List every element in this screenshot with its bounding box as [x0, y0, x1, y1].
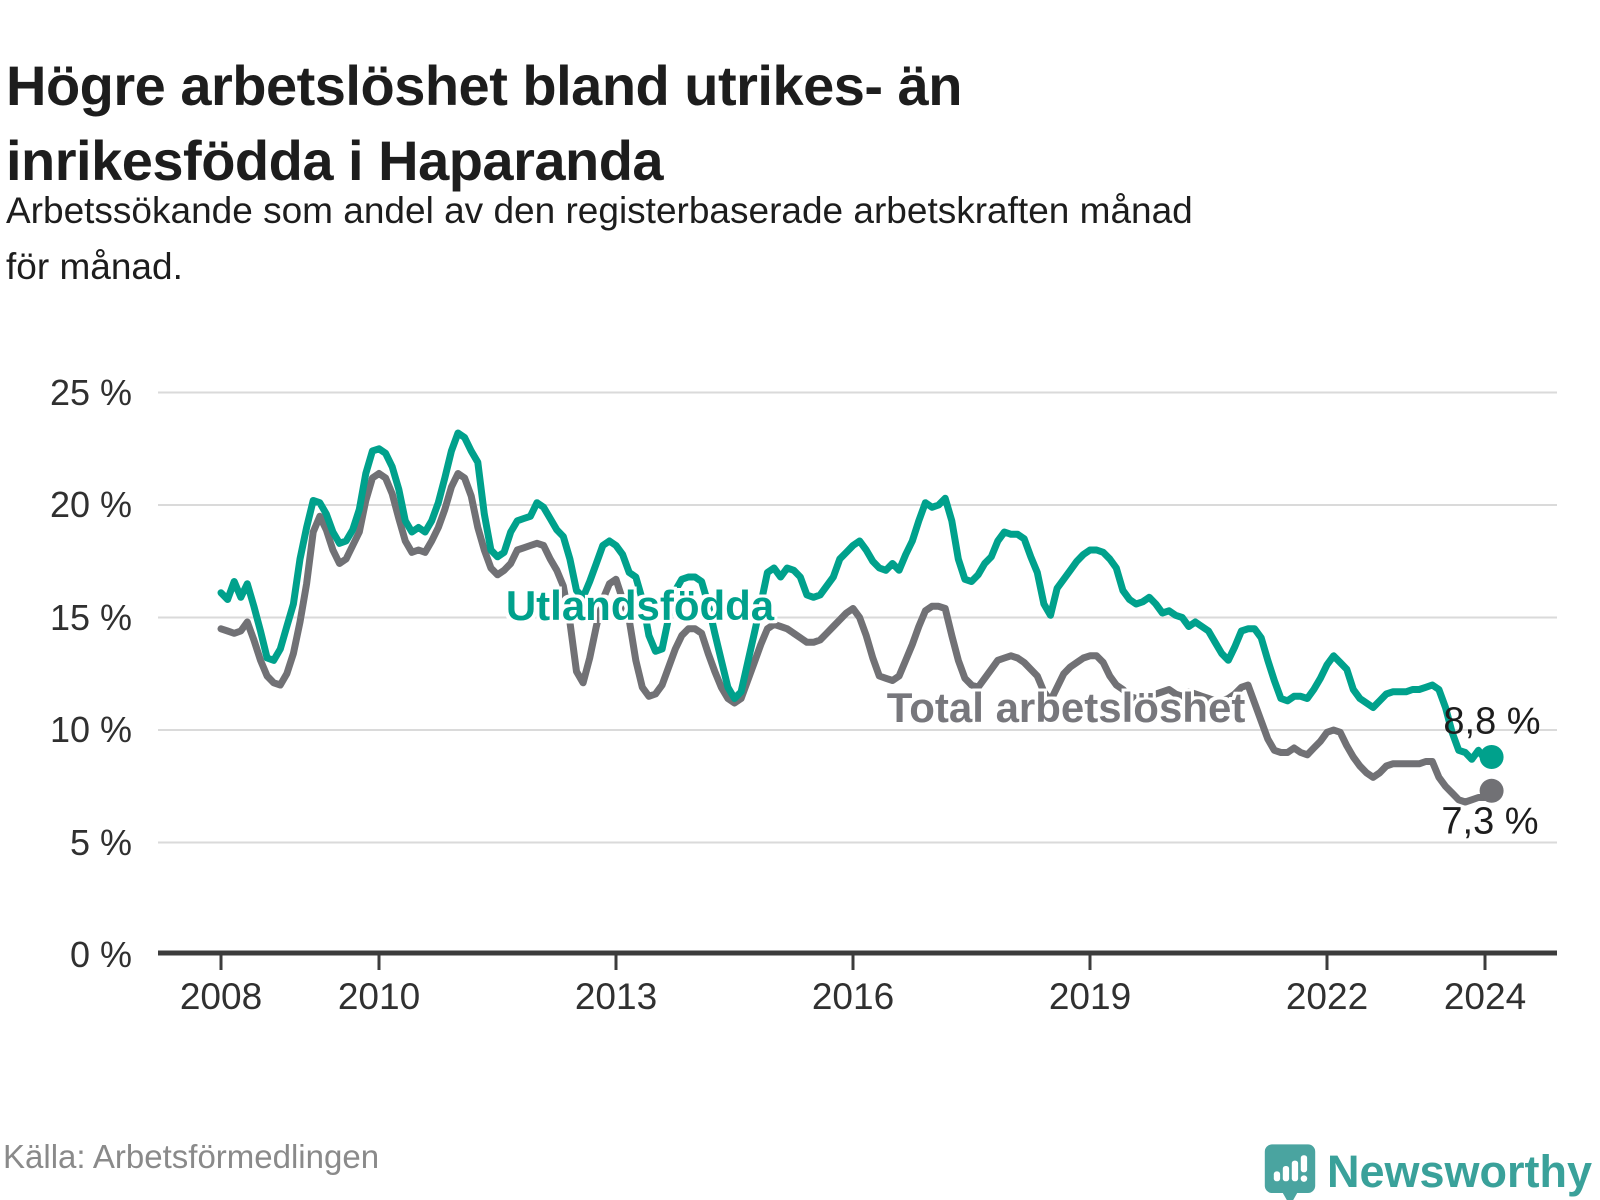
end-value-label-utlandsfodda: 8,8 %: [1443, 700, 1541, 743]
y-axis-tick-label: 25 %: [49, 371, 132, 413]
y-axis-tick-label: 5 %: [69, 821, 132, 863]
chart-title-line2: inrikesfödda i Haparanda: [6, 128, 664, 192]
x-axis-tick-label: 2019: [1048, 976, 1132, 1017]
series-label-total-arbetsloshet: Total arbetslöshet: [886, 684, 1246, 731]
end-value-label-total: 7,3 %: [1441, 800, 1539, 843]
series-line-total-arbetsl-shet: [217, 470, 1496, 806]
x-axis-tick-label: 2013: [574, 976, 658, 1017]
series-end-dot: [1479, 778, 1504, 803]
chart-subtitle: Arbetssökande som andel av den registerb…: [6, 183, 1193, 295]
chart-title: Högre arbetslöshet bland utrikes- än inri…: [6, 48, 962, 198]
y-axis-tick-label: 10 %: [49, 709, 132, 750]
x-axis-tick-label: 2010: [337, 976, 421, 1017]
chart-subtitle-line2: för månad.: [6, 246, 183, 287]
newsworthy-logo: Newsworthy: [1263, 1142, 1592, 1200]
series-end-dot: [1479, 745, 1504, 769]
source-note: Källa: Arbetsförmedlingen: [3, 1138, 380, 1175]
x-axis-tick-label: 2008: [179, 976, 263, 1017]
y-axis-tick-label: 20 %: [49, 484, 132, 525]
y-axis-tick-label: 15 %: [49, 596, 132, 638]
x-axis-tick-label: 2016: [811, 976, 895, 1017]
series-label-utlandsfodda: Utlandsfödda: [505, 582, 775, 629]
chart-subtitle-line1: Arbetssökande som andel av den registerb…: [6, 190, 1193, 231]
y-axis-tick-label: 0 %: [69, 934, 132, 975]
series-line-utlandsf-dda: [217, 429, 1496, 763]
x-axis-tick-label: 2022: [1285, 976, 1369, 1017]
x-axis-tick-label: 2024: [1443, 976, 1527, 1017]
chart-title-line1: Högre arbetslöshet bland utrikes- än: [6, 53, 962, 117]
newsworthy-pin-icon: [1264, 1144, 1316, 1200]
newsworthy-wordmark: Newsworthy: [1327, 1146, 1593, 1197]
